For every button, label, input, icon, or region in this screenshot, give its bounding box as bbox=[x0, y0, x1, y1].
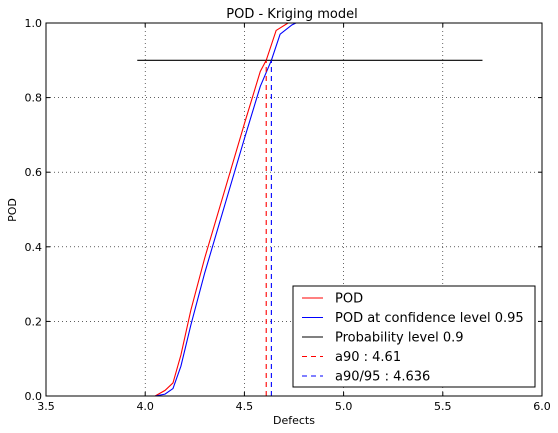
legend-entry: POD at confidence level 0.95 bbox=[335, 311, 524, 326]
x-tick-label: 6.0 bbox=[533, 400, 551, 413]
legend-box bbox=[292, 285, 536, 388]
plot-frame bbox=[45, 22, 543, 397]
ticks: 3.5 4.0 4.5 5.0 5.5 6.0 0.0 0.2 0.4 0.6 0.8 1.0 bbox=[25, 17, 551, 413]
x-tick-label: 4.0 bbox=[136, 400, 154, 413]
x-tick-label: 4.5 bbox=[236, 400, 254, 413]
series-layer bbox=[137, 23, 483, 396]
legend-entry: POD bbox=[335, 292, 363, 307]
y-tick-label: 0.2 bbox=[25, 315, 43, 328]
x-tick-label: 3.5 bbox=[37, 400, 55, 413]
legend-entry: a90/95 : 4.636 bbox=[335, 370, 430, 385]
legend-entry: a90 : 4.61 bbox=[335, 350, 401, 365]
chart-title: POD - Kriging model bbox=[226, 7, 358, 22]
y-tick-label: 0.6 bbox=[25, 166, 43, 179]
legend-entry: Probability level 0.9 bbox=[335, 331, 464, 346]
y-tick-label: 1.0 bbox=[25, 17, 43, 30]
series-line-1 bbox=[137, 23, 296, 396]
y-axis-label: POD bbox=[6, 198, 19, 222]
series-line-2 bbox=[137, 23, 297, 396]
x-tick-label: 5.5 bbox=[434, 400, 452, 413]
x-axis-label: Defects bbox=[273, 414, 315, 427]
x-tick-label: 5.0 bbox=[335, 400, 353, 413]
y-tick-label: 0.0 bbox=[25, 390, 43, 403]
legend: POD POD at confidence level 0.95 Probabili… bbox=[292, 285, 536, 388]
y-tick-label: 0.8 bbox=[25, 92, 43, 105]
y-tick-label: 0.4 bbox=[25, 241, 43, 254]
